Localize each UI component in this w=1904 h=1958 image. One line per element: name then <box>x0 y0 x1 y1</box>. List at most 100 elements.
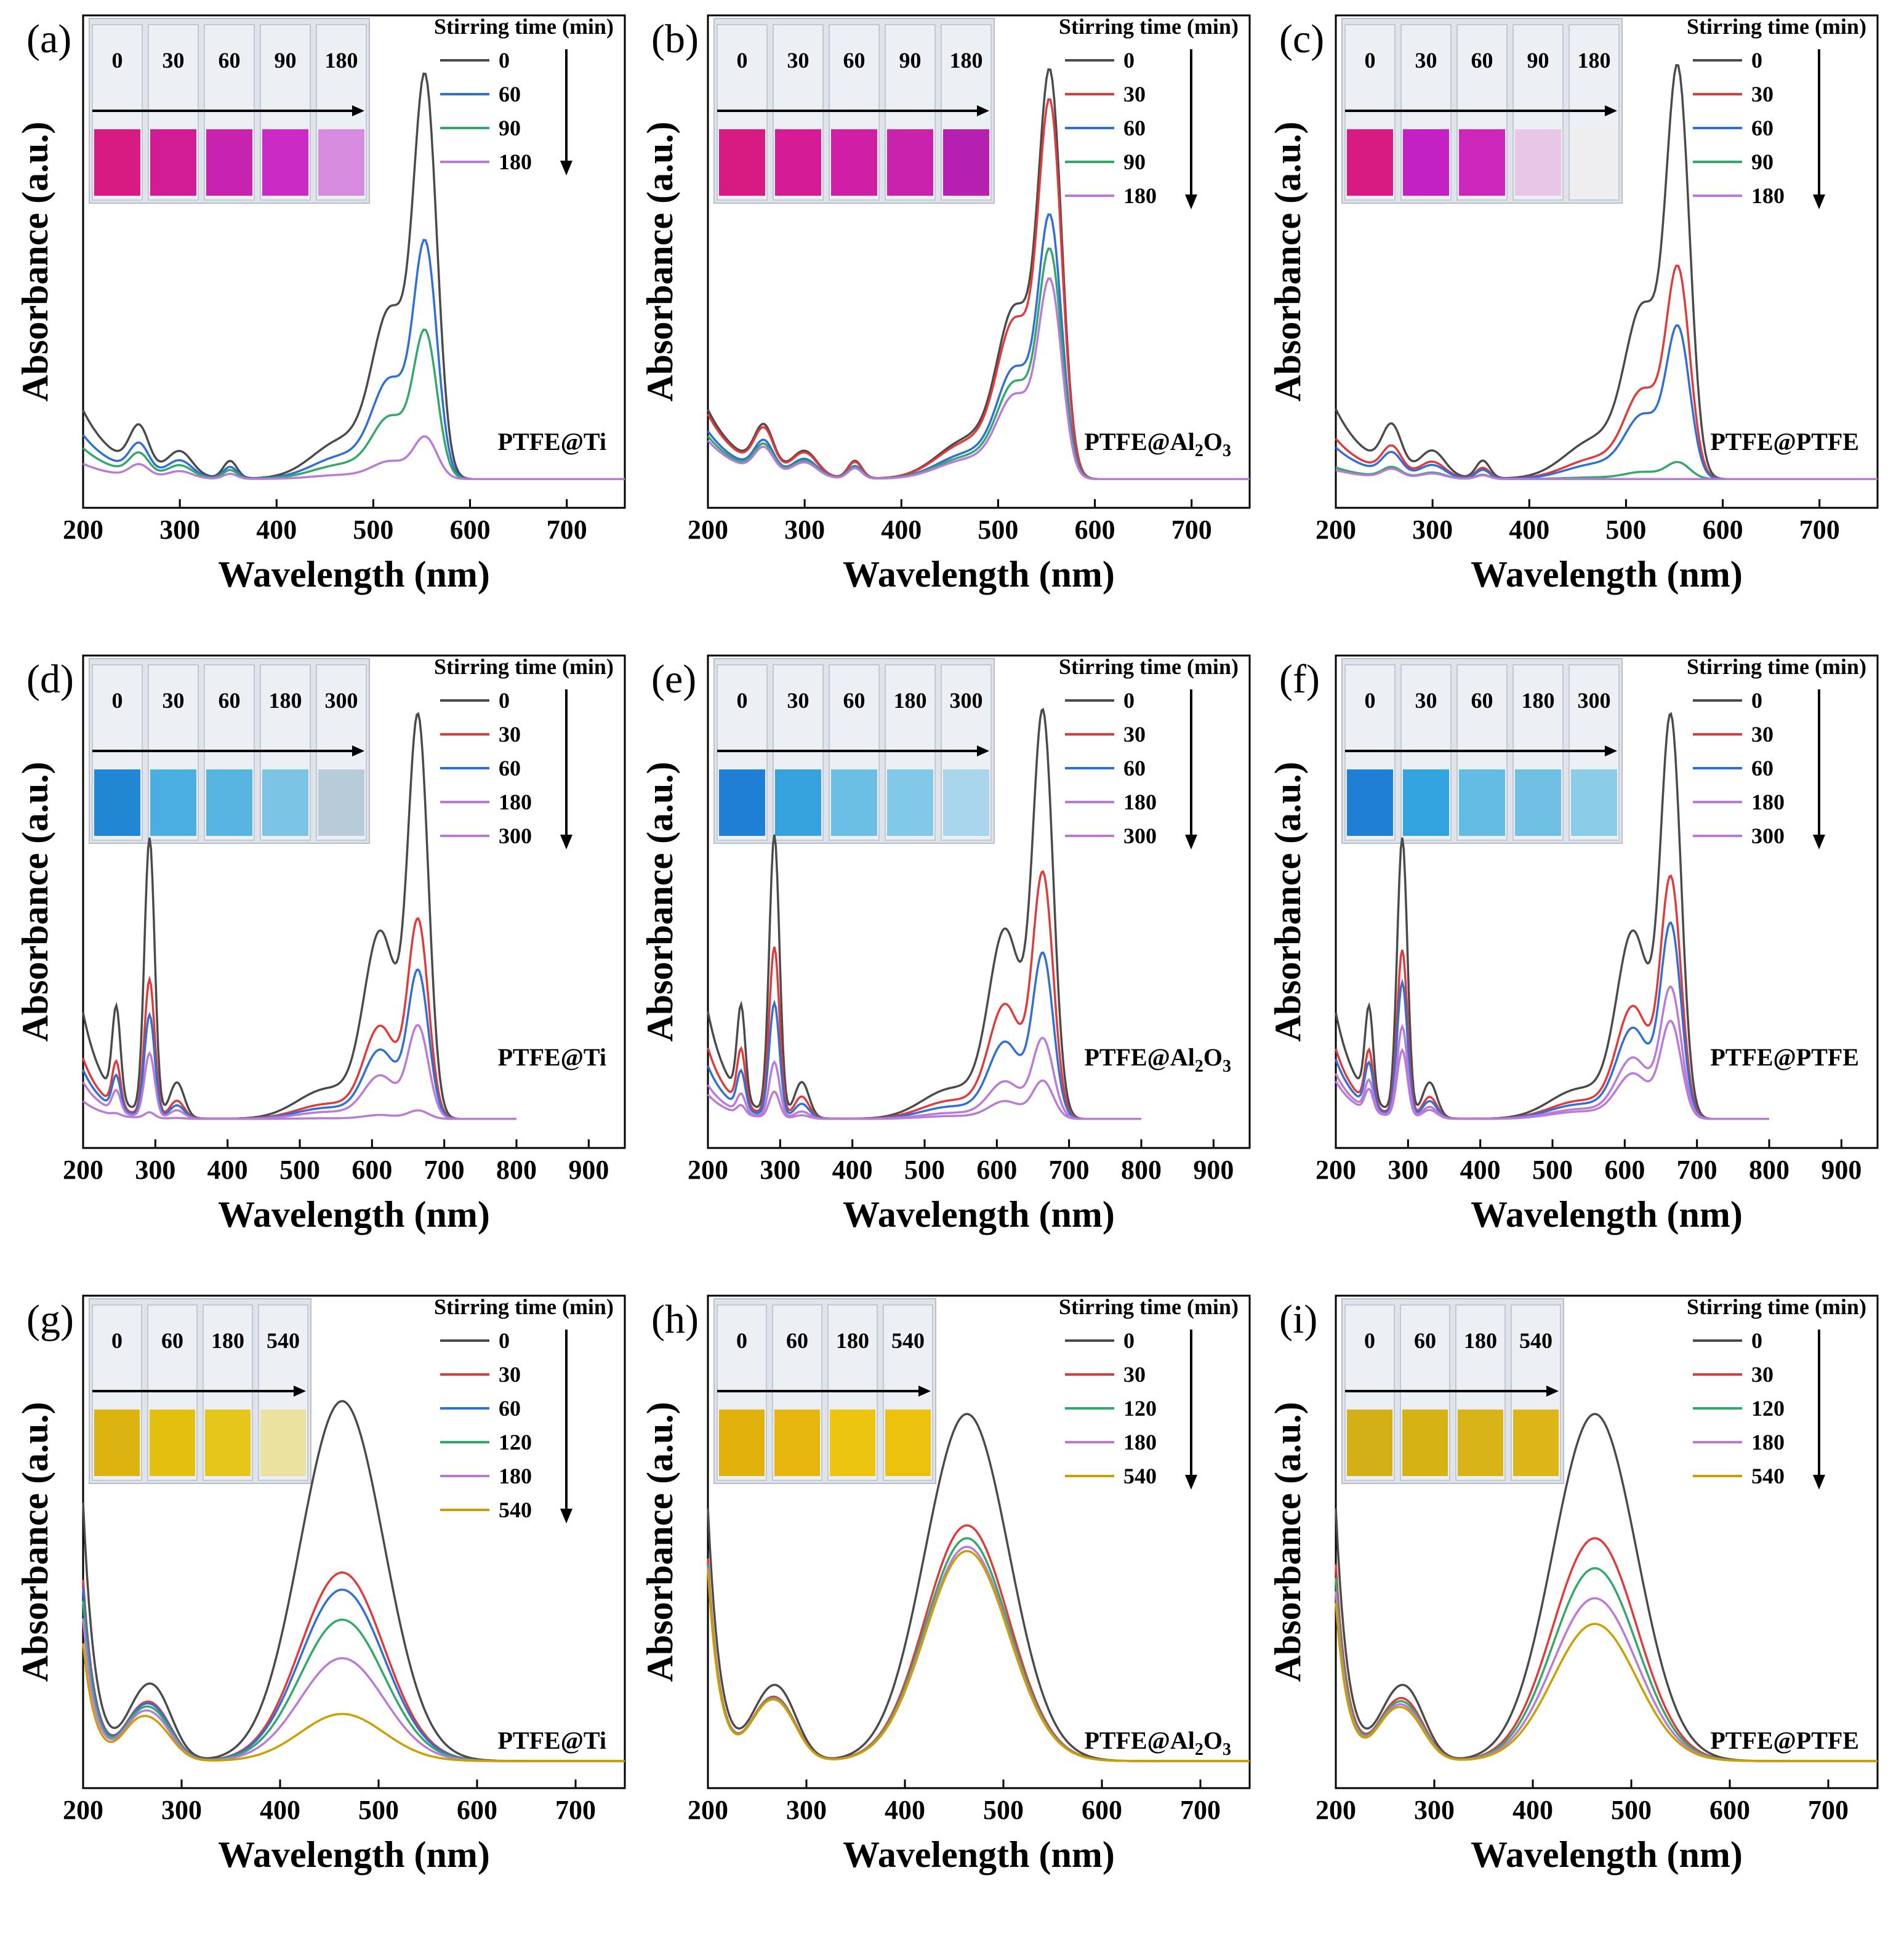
series-line-300 <box>707 1079 1141 1120</box>
cuvette-label: 60 <box>1471 48 1493 73</box>
series-line-0 <box>82 712 516 1120</box>
x-axis-title: Wavelength (nm) <box>843 1834 1115 1875</box>
cuvette-solution <box>831 129 877 196</box>
sample-label: PTFE@PTFE <box>1710 428 1859 455</box>
panel-label: (d) <box>26 657 74 702</box>
legend-item: 30 <box>1123 82 1146 106</box>
plot-frame <box>82 1294 626 1789</box>
cuvette-label: 0 <box>737 48 748 73</box>
cuvette-solution <box>150 1410 195 1476</box>
series-line-540 <box>707 1550 1250 1762</box>
y-axis-title: Absorbance (a.u.) <box>1267 1402 1308 1682</box>
legend-arrow-head <box>560 835 572 849</box>
legend-item: 180 <box>1751 790 1785 814</box>
legend-title: Stirring time (min) <box>434 1294 614 1319</box>
cuvette-label: 90 <box>275 48 297 73</box>
sample-label: PTFE@PTFE <box>1710 1043 1859 1071</box>
x-tick-label: 300 <box>161 1795 202 1825</box>
legend-item: 0 <box>499 688 510 713</box>
x-tick-label: 700 <box>555 1795 596 1825</box>
panel-label: (b) <box>651 17 699 62</box>
sample-label: PTFE@Ti <box>497 1727 606 1754</box>
plot-frame <box>1335 1294 1879 1789</box>
cuvette-label: 60 <box>161 1328 183 1353</box>
x-tick-label: 300 <box>1412 515 1453 545</box>
cuvette-solution <box>94 129 140 196</box>
cuvette-label: 180 <box>269 688 302 713</box>
cuvette-label: 30 <box>1415 688 1437 713</box>
x-tick-label: 400 <box>832 1155 873 1185</box>
x-tick-label: 300 <box>784 515 825 545</box>
x-tick-label: 300 <box>135 1155 175 1185</box>
cuvette-solution <box>318 129 364 196</box>
time-arrow-head <box>1605 745 1617 756</box>
legend-title: Stirring time (min) <box>1687 654 1866 679</box>
x-tick-label: 900 <box>568 1155 609 1185</box>
plot-frame <box>707 14 1251 509</box>
legend-item: 30 <box>1751 722 1773 747</box>
cuvette-label: 0 <box>111 1328 123 1353</box>
x-tick-label: 600 <box>1075 515 1115 545</box>
cuvette-solution <box>1459 769 1505 836</box>
legend-title: Stirring time (min) <box>1059 14 1239 39</box>
legend-arrow-head <box>1185 835 1197 849</box>
cuvette-solution <box>1571 129 1617 196</box>
cuvette-solution <box>1515 769 1561 836</box>
x-tick-label: 500 <box>1611 1795 1652 1825</box>
legend-item: 540 <box>1751 1464 1785 1488</box>
cuvette-solution <box>885 1410 931 1476</box>
legend-item: 30 <box>499 722 521 747</box>
cuvette-label: 0 <box>737 688 748 713</box>
x-tick-label: 200 <box>688 515 728 545</box>
legend-item: 0 <box>499 1328 510 1353</box>
x-axis-title: Wavelength (nm) <box>1471 1834 1743 1875</box>
x-tick-label: 300 <box>786 1795 827 1825</box>
cuvette-label: 0 <box>112 48 123 73</box>
legend-item: 120 <box>1123 1396 1157 1421</box>
cuvette-label: 90 <box>899 48 922 73</box>
x-tick-label: 800 <box>496 1155 537 1185</box>
cuvette-label: 60 <box>219 48 241 73</box>
legend-arrow-head <box>1185 195 1197 209</box>
cuvette-label: 30 <box>163 688 185 713</box>
sample-label: PTFE@Al2O3 <box>1084 428 1231 460</box>
x-tick-label: 200 <box>688 1155 728 1185</box>
legend-arrow-head <box>1813 1475 1825 1490</box>
cuvette-label: 30 <box>787 688 809 713</box>
cuvette-solution <box>1402 1410 1448 1476</box>
x-axis-title: Wavelength (nm) <box>1471 1194 1743 1235</box>
x-tick-label: 600 <box>976 1155 1017 1185</box>
cuvette-label: 180 <box>1464 1328 1497 1353</box>
time-arrow-head <box>1546 1386 1559 1397</box>
panel-label: (a) <box>26 17 71 62</box>
sample-label: PTFE@Al2O3 <box>1084 1043 1231 1076</box>
time-arrow-head <box>977 745 989 756</box>
legend-arrow-head <box>1813 835 1825 849</box>
x-tick-label: 700 <box>424 1155 465 1185</box>
cuvette-solution <box>719 1410 765 1476</box>
cuvette-solution <box>774 1410 820 1476</box>
legend-title: Stirring time (min) <box>434 654 614 679</box>
x-tick-label: 300 <box>1414 1795 1455 1825</box>
cuvette-solution <box>1403 129 1449 196</box>
cuvette-solution <box>887 129 933 196</box>
time-arrow-head <box>294 1386 306 1397</box>
x-tick-label: 500 <box>978 515 1018 545</box>
x-tick-label: 600 <box>351 1155 392 1185</box>
time-arrow-head <box>1605 105 1617 116</box>
cuvette-solution <box>94 1410 140 1476</box>
x-axis-title: Wavelength (nm) <box>843 1194 1115 1235</box>
series-line-180 <box>82 435 625 481</box>
series-line-180 <box>82 1024 516 1120</box>
cuvette-solution <box>262 769 308 836</box>
cuvette-solution <box>150 769 196 836</box>
x-tick-label: 200 <box>1316 1795 1356 1825</box>
time-arrow-head <box>352 105 364 116</box>
y-axis-title: Absorbance (a.u.) <box>640 761 680 1041</box>
sample-label: PTFE@Ti <box>497 1043 606 1071</box>
cuvette-label: 180 <box>1522 688 1555 713</box>
cuvette-label: 30 <box>1415 48 1437 73</box>
